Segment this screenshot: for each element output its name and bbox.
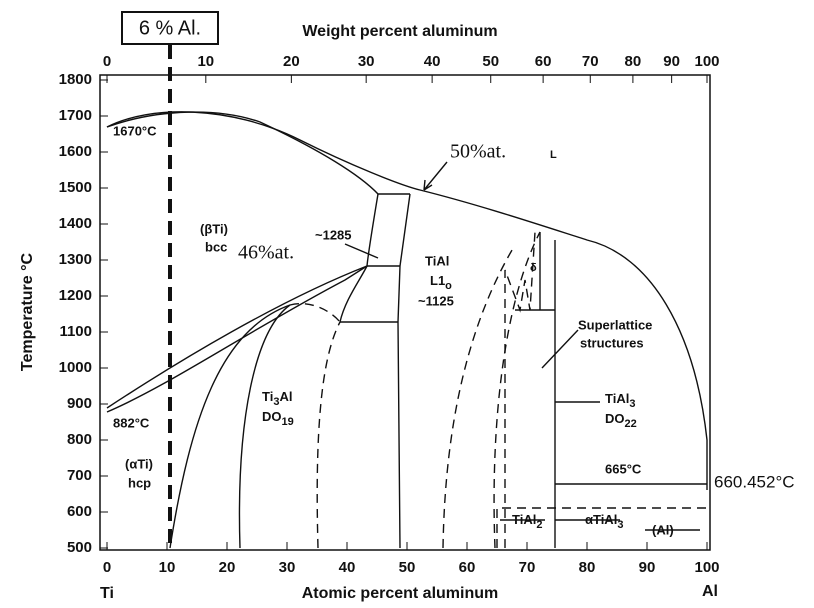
label: Ti3Al — [262, 389, 292, 407]
x-tick-label: 0 — [103, 559, 111, 576]
plot-frame — [99, 74, 711, 551]
y-tick-label: 1200 — [59, 287, 92, 304]
label: Superlattice — [578, 317, 652, 332]
x-tick-label: 10 — [159, 559, 176, 576]
label: 665°C — [605, 461, 642, 476]
label: 46%at. — [238, 242, 294, 264]
x-tick-label: 20 — [219, 559, 236, 576]
y-tick-label: 500 — [67, 539, 92, 556]
y-tick-label: 600 — [67, 503, 92, 520]
label: 660.452°C — [714, 472, 795, 491]
label: DO19 — [262, 409, 294, 427]
left-end: Ti — [100, 585, 114, 602]
top-tick-label: 0 — [103, 53, 111, 70]
top-tick-label: 10 — [197, 53, 214, 70]
label: αTiAl3 — [585, 512, 623, 530]
x-tick-label: 100 — [694, 559, 719, 576]
label: 1670°C — [113, 123, 157, 138]
left-axis-title: Temperature °C — [19, 252, 36, 371]
top-tick-label: 80 — [625, 53, 642, 70]
top-axis-title: Weight percent aluminum — [302, 23, 497, 40]
x-tick-label: 70 — [519, 559, 536, 576]
label: L1o — [430, 273, 452, 291]
y-tick-label: 1600 — [59, 143, 92, 160]
y-tick-label: 1800 — [59, 71, 92, 88]
label: δ — [530, 262, 537, 274]
annotations: 1670°C 50%at. L (βTi) bcc ~1285 46%at. T… — [113, 123, 795, 537]
right-end: Al — [702, 583, 718, 600]
y-tick-label: 900 — [67, 395, 92, 412]
top-tick-label: 50 — [482, 53, 499, 70]
x-tick-label: 30 — [279, 559, 296, 576]
phase-boundaries — [106, 111, 708, 549]
top-tick-label: 60 — [535, 53, 552, 70]
y-tick-label: 800 — [67, 431, 92, 448]
label: (αTi) — [125, 456, 153, 471]
y-tick-label: 1000 — [59, 359, 92, 376]
label: structures — [580, 335, 644, 350]
top-tick-label: 40 — [424, 53, 441, 70]
x-tick-label: 50 — [399, 559, 416, 576]
label: hcp — [128, 475, 151, 490]
label: bcc — [205, 239, 227, 254]
label: (Al) — [652, 522, 674, 537]
label: 882°C — [113, 415, 150, 430]
top-tick-label: 70 — [582, 53, 599, 70]
label: ~1125 — [418, 293, 454, 308]
label: ~1285 — [315, 227, 352, 242]
label: TiAl3 — [605, 391, 635, 409]
y-tick-label: 1700 — [59, 107, 92, 124]
top-tick-label: 20 — [283, 53, 300, 70]
top-tick-label: 100 — [694, 53, 719, 70]
x-tick-label: 40 — [339, 559, 356, 576]
label: L — [550, 149, 557, 161]
marker-box — [121, 11, 219, 45]
marker-label: 6 % Al. — [139, 17, 201, 39]
label: TiAl — [425, 253, 449, 268]
x-tick-label: 60 — [459, 559, 476, 576]
top-tick-label: 30 — [358, 53, 375, 70]
x-tick-label: 80 — [579, 559, 596, 576]
y-tick-label: 1400 — [59, 215, 92, 232]
y-tick-label: 1500 — [59, 179, 92, 196]
label: (βTi) — [200, 221, 228, 236]
top-tick-label: 90 — [663, 53, 680, 70]
y-tick-label: 700 — [67, 467, 92, 484]
y-tick-label: 1100 — [59, 323, 92, 340]
x-tick-label: 90 — [639, 559, 656, 576]
label: TiAl2 — [512, 512, 542, 530]
y-tick-label: 1300 — [59, 251, 92, 268]
label: DO22 — [605, 411, 637, 429]
bottom-axis-title: Atomic percent aluminum — [302, 585, 498, 602]
label: 50%at. — [450, 141, 506, 163]
